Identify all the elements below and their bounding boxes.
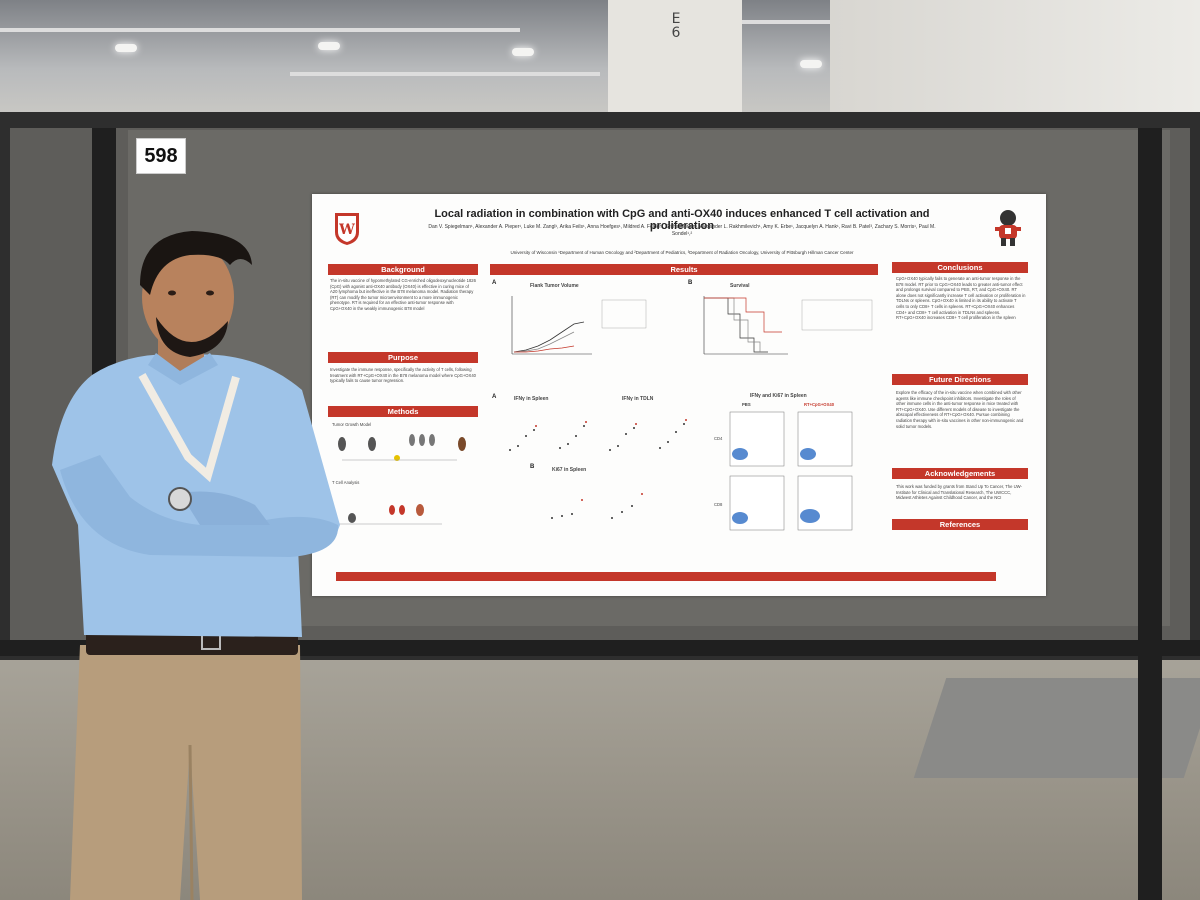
- methods-label-tcell: T Cell Analysis: [332, 480, 360, 485]
- panel-a-letter: A: [492, 280, 497, 286]
- ack-text: This work was funded by grants from Stan…: [896, 484, 1022, 501]
- tumor-volume-plot: [511, 296, 647, 355]
- ceiling-truss: [290, 72, 600, 76]
- panel-a2-letter: A: [492, 394, 497, 400]
- methods-diagram: [338, 434, 466, 525]
- flow-cytometry-plots: [729, 411, 853, 531]
- badger-mascot-icon: [995, 210, 1021, 246]
- presenter-person: [52, 231, 340, 900]
- poster-authors: Dan V. Spiegelman¹, Alexander A. Pieper¹…: [428, 224, 936, 237]
- ceiling-truss: [0, 28, 520, 32]
- section-header-purpose: Purpose: [328, 352, 478, 363]
- svg-text:W: W: [338, 222, 355, 238]
- fig-label-flank: Flank Tumor Volume: [530, 283, 579, 289]
- section-header-results: Results: [490, 264, 878, 275]
- fig-label-ifn-spleen: IFNγ in Spleen: [514, 396, 549, 402]
- flow-label-cd8: CD8: [714, 502, 723, 507]
- flow-label-pbs: PBS: [742, 402, 751, 407]
- section-header-methods: Methods: [328, 406, 478, 417]
- ceiling-light: [512, 48, 534, 56]
- hall-wall: [830, 0, 1200, 113]
- ceiling-truss: [740, 20, 900, 24]
- background-text: The in-situ vaccine of hypomethylated CG…: [330, 278, 476, 311]
- column-sign: E 6: [671, 11, 681, 41]
- panel-b2-letter: B: [530, 464, 535, 470]
- hall-column: [608, 0, 742, 113]
- fig-label-flow: IFNγ and Ki67 in Spleen: [750, 393, 807, 399]
- ki67-dot-plots: [551, 493, 643, 519]
- fig-label-ki67: Ki67 in Spleen: [552, 467, 587, 473]
- section-header-ack: Acknowledgements: [892, 468, 1028, 479]
- methods-label-tumor: Tumor Growth Model: [332, 422, 372, 427]
- future-text: Explore the efficacy of the in-situ vacc…: [896, 390, 1024, 429]
- panel-b-letter: B: [688, 280, 693, 286]
- ifn-dot-plots: [509, 419, 687, 451]
- ceiling-light: [318, 42, 340, 50]
- section-header-references: References: [892, 519, 1028, 530]
- booth-post: [1138, 128, 1162, 900]
- purpose-text: Investigate the immune response, specifi…: [330, 367, 476, 384]
- section-header-conclusions: Conclusions: [892, 262, 1028, 273]
- poster-affiliations: University of Wisconsin ¹Department of H…: [510, 250, 854, 255]
- ceiling-light: [800, 60, 822, 68]
- section-header-future: Future Directions: [892, 374, 1028, 385]
- survival-plot: [703, 296, 873, 355]
- fig-label-survival: Survival: [730, 283, 750, 289]
- conclusions-text: CpG+OX40 typically fails to generate an …: [896, 276, 1026, 321]
- flow-label-rt: RT+CpG+OX40: [804, 402, 835, 407]
- fig-label-ifn-tdln: IFNγ in TDLN: [622, 396, 654, 402]
- poster-footer-bar: [336, 572, 996, 581]
- university-crest-icon: W: [335, 213, 359, 245]
- section-header-background: Background: [328, 264, 478, 275]
- flow-label-cd4: CD4: [714, 436, 723, 441]
- booth-number: 598: [136, 138, 186, 174]
- poster-title: Local radiation in combination with CpG …: [434, 208, 930, 232]
- ceiling-light: [115, 44, 137, 52]
- research-poster: W Local radiation in combination with Cp…: [312, 194, 1046, 596]
